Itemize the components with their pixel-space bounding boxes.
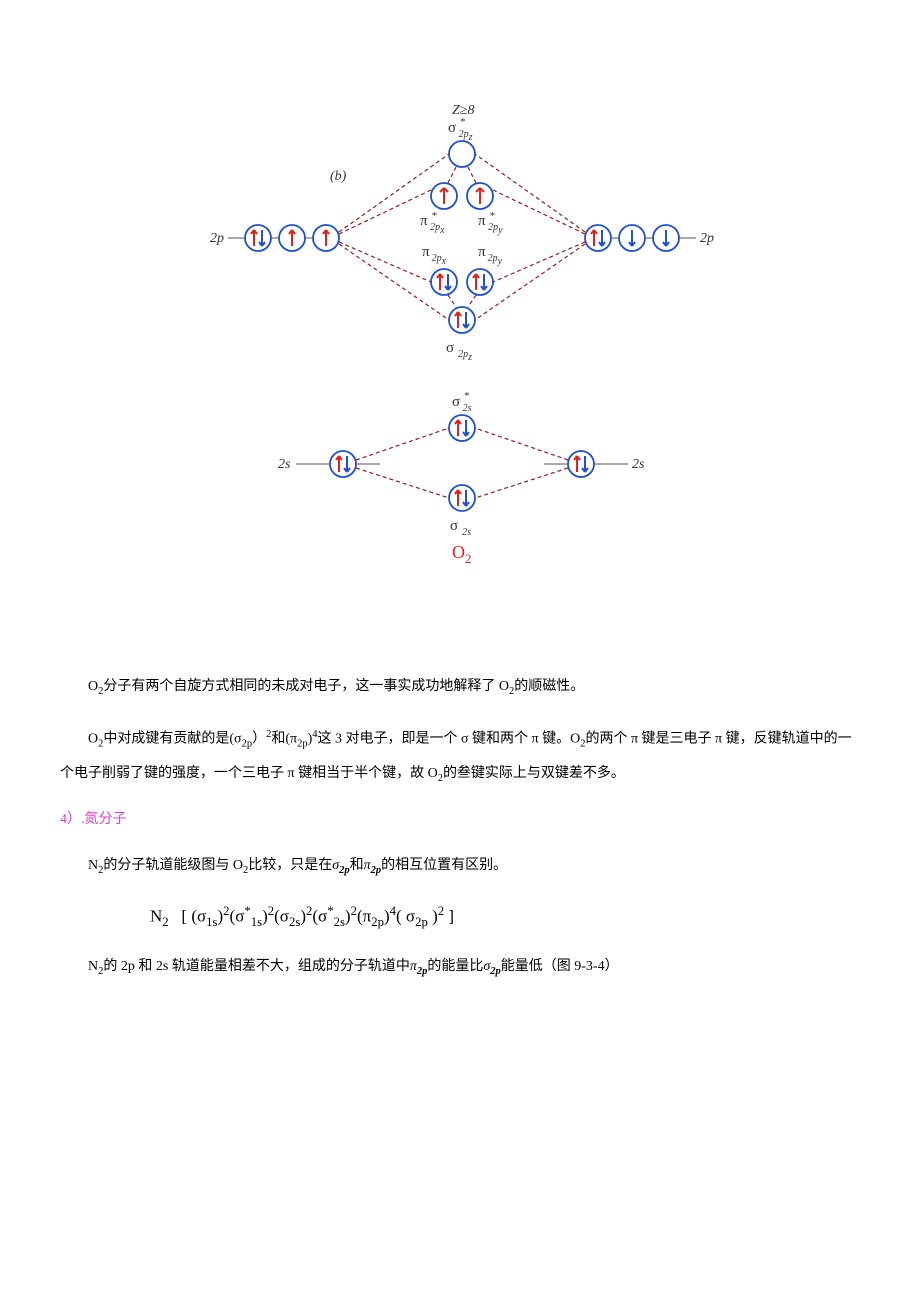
left-2p-e1 — [251, 230, 265, 246]
o2-molecule-label: O2 — [452, 542, 472, 566]
pi-2px-orbital — [431, 269, 457, 295]
dash-2s-l-top — [356, 428, 449, 460]
sigma-2pz-orbital — [449, 307, 475, 333]
left-2p-label: 2p — [210, 231, 224, 246]
sigma-star-2s-electrons — [455, 420, 469, 436]
sigma-star-2pz-top-label: σ*2pz — [448, 116, 473, 143]
sigma-2pz-label: σ2pz — [446, 340, 472, 363]
dash-2s-r-bot — [475, 468, 568, 498]
dash-inner-4 — [468, 295, 476, 307]
right-2s-label: 2s — [632, 457, 645, 472]
mo-diagram-svg: Z≥8 σ*2pz (b) π*2px π*2py π2px π2py σ2pz… — [200, 100, 720, 640]
paragraph-3: N2的分子轨道能级图与 O2比较，只是在σ2p和π2p的相互位置有区别。 — [60, 849, 860, 883]
pi-2py-electrons — [473, 274, 487, 290]
left-2p-e3 — [323, 230, 329, 246]
sigma-star-2s-label: σ*2s — [452, 390, 472, 414]
right-2s-electrons — [574, 456, 588, 472]
part-b-label: (b) — [330, 169, 347, 184]
sigma-star-2s-orbital — [449, 415, 475, 441]
sigma-2s-orbital — [449, 485, 475, 511]
pi-star-2py-electron — [476, 188, 484, 204]
left-2s-electrons — [336, 456, 350, 472]
dash-inner-3 — [448, 295, 456, 307]
right-2p-orbital-1 — [585, 225, 611, 251]
pi-2py-label: π2py — [478, 244, 503, 267]
dash-2s-r-top — [475, 428, 568, 460]
pi-2px-label: π2px — [422, 244, 447, 267]
dash-inner-1 — [448, 167, 456, 183]
left-2p-e2 — [289, 230, 295, 246]
right-2p-e2 — [629, 230, 635, 246]
pi-2px-electrons — [437, 274, 451, 290]
right-2p-e3 — [663, 230, 669, 246]
left-2s-label: 2s — [278, 457, 291, 472]
left-2s-orbital — [330, 451, 356, 477]
mo-diagram-o2: Z≥8 σ*2pz (b) π*2px π*2py π2px π2py σ2pz… — [200, 100, 720, 640]
pi-star-2px-electron — [440, 188, 448, 204]
dash-r-pistar — [493, 190, 585, 234]
right-2p-label: 2p — [700, 231, 714, 246]
paragraph-2: O2中对成键有贡献的是(σ2p）2和(π2p)4这 3 对电子，即是一个 σ 键… — [60, 722, 860, 791]
dash-l-pistar — [339, 190, 431, 234]
section-header-4: 4）.氮分子 — [60, 809, 860, 831]
paragraph-4: N2的 2p 和 2s 轨道能量相差不大，组成的分子轨道中π2p的能量比σ2p能… — [60, 950, 860, 984]
n2-configuration-formula: N2 [ (σ1s)2(σ*1s)2(σ2s)2(σ*2s)2(π2p)4( σ… — [150, 901, 860, 932]
right-2s-orbital — [568, 451, 594, 477]
sigma-2s-electrons — [455, 490, 469, 506]
left-2p-orbital-1 — [245, 225, 271, 251]
sigma-2s-label: σ2s — [450, 518, 471, 538]
dash-inner-2 — [468, 167, 476, 183]
sigma-2pz-electrons — [455, 312, 469, 328]
pi-star-2px-label: π*2px — [420, 210, 445, 236]
pi-2py-orbital — [467, 269, 493, 295]
right-2p-e1 — [591, 230, 605, 246]
pi-star-2py-label: π*2py — [478, 210, 503, 236]
paragraph-1: O2分子有两个自旋方式相同的未成对电子，这一事实成功地解释了 O2的顺磁性。 — [60, 670, 860, 704]
dash-2s-l-bot — [356, 468, 449, 498]
sigma-star-2pz-orbital — [449, 141, 475, 167]
